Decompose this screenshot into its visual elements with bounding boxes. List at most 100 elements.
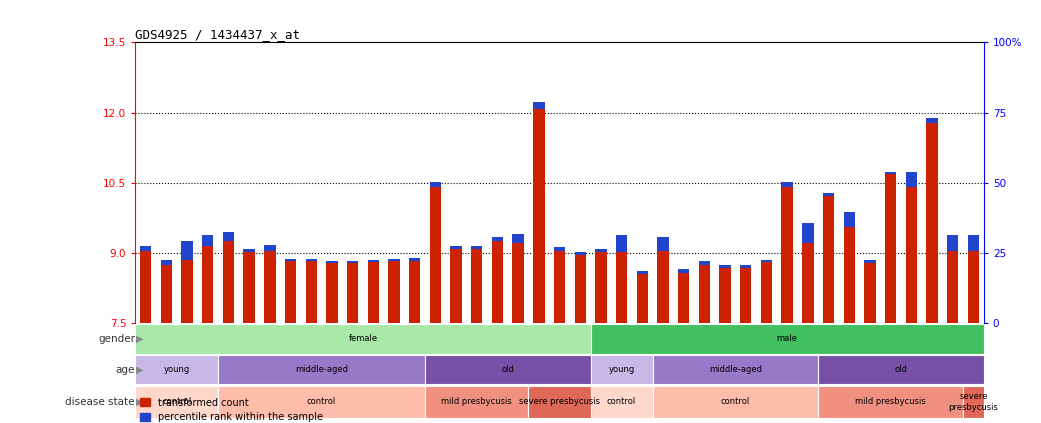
Bar bbox=[451, 246, 462, 249]
Bar bbox=[782, 187, 793, 323]
Bar bbox=[135, 324, 590, 354]
Bar bbox=[135, 355, 219, 385]
Bar bbox=[491, 241, 503, 323]
Bar bbox=[347, 261, 358, 263]
Text: GDS4925 / 1434437_x_at: GDS4925 / 1434437_x_at bbox=[135, 28, 301, 41]
Bar bbox=[590, 324, 984, 354]
Text: age: age bbox=[116, 365, 135, 375]
Bar bbox=[926, 123, 938, 323]
Bar bbox=[285, 258, 297, 261]
Bar bbox=[202, 246, 213, 323]
Bar bbox=[843, 227, 855, 323]
Text: mild presbycusis: mild presbycusis bbox=[441, 398, 512, 407]
Bar bbox=[590, 386, 653, 418]
Bar bbox=[326, 261, 337, 263]
Bar bbox=[512, 243, 524, 323]
Bar bbox=[264, 251, 276, 323]
Bar bbox=[719, 265, 731, 268]
Bar bbox=[657, 236, 668, 251]
Text: young: young bbox=[609, 365, 635, 374]
Bar bbox=[512, 234, 524, 243]
Bar bbox=[409, 261, 421, 323]
Bar bbox=[409, 258, 421, 261]
Bar bbox=[223, 241, 234, 323]
Bar bbox=[906, 187, 917, 323]
Bar bbox=[533, 109, 544, 323]
Bar bbox=[657, 251, 668, 323]
Bar bbox=[906, 173, 917, 187]
Text: control: control bbox=[307, 398, 336, 407]
Bar bbox=[637, 274, 648, 323]
Bar bbox=[244, 252, 255, 323]
Text: ▶: ▶ bbox=[135, 334, 144, 344]
Bar bbox=[202, 235, 213, 246]
Bar bbox=[367, 262, 379, 323]
Text: ▶: ▶ bbox=[135, 397, 144, 407]
Bar bbox=[285, 261, 297, 323]
Bar bbox=[223, 232, 234, 241]
Bar bbox=[430, 187, 441, 323]
Text: control: control bbox=[720, 398, 751, 407]
Text: young: young bbox=[163, 365, 189, 374]
Bar bbox=[264, 244, 276, 251]
Bar bbox=[926, 118, 938, 123]
Bar bbox=[822, 193, 834, 196]
Bar bbox=[885, 173, 896, 174]
Text: female: female bbox=[349, 334, 378, 343]
Bar bbox=[818, 355, 984, 385]
Text: ▶: ▶ bbox=[135, 365, 144, 375]
Bar bbox=[818, 386, 963, 418]
Bar bbox=[219, 355, 425, 385]
Bar bbox=[305, 258, 316, 261]
Bar bbox=[968, 235, 980, 251]
Bar bbox=[678, 273, 689, 323]
Text: middle-aged: middle-aged bbox=[295, 365, 348, 374]
Bar bbox=[181, 241, 193, 260]
Bar bbox=[947, 251, 959, 323]
Bar bbox=[864, 260, 875, 263]
Bar bbox=[160, 260, 172, 265]
Text: old: old bbox=[502, 365, 514, 374]
Bar bbox=[843, 212, 855, 227]
Bar bbox=[491, 236, 503, 241]
Text: middle-aged: middle-aged bbox=[709, 365, 762, 374]
Bar bbox=[653, 386, 818, 418]
Legend: transformed count, percentile rank within the sample: transformed count, percentile rank withi… bbox=[141, 398, 323, 423]
Bar bbox=[590, 355, 653, 385]
Text: severe presbycusis: severe presbycusis bbox=[519, 398, 600, 407]
Bar bbox=[554, 251, 565, 323]
Bar bbox=[595, 252, 607, 323]
Bar bbox=[305, 261, 316, 323]
Bar bbox=[782, 182, 793, 187]
Bar bbox=[968, 251, 980, 323]
Bar bbox=[219, 386, 425, 418]
Bar bbox=[740, 268, 752, 323]
Bar bbox=[160, 265, 172, 323]
Bar bbox=[699, 265, 710, 323]
Bar bbox=[244, 249, 255, 252]
Bar bbox=[963, 386, 984, 418]
Bar bbox=[425, 355, 590, 385]
Bar bbox=[181, 260, 193, 323]
Bar bbox=[761, 262, 772, 323]
Bar bbox=[761, 260, 772, 262]
Bar bbox=[575, 252, 586, 255]
Bar bbox=[822, 196, 834, 323]
Bar bbox=[719, 268, 731, 323]
Bar bbox=[388, 261, 400, 323]
Bar bbox=[740, 265, 752, 268]
Bar bbox=[533, 102, 544, 109]
Bar bbox=[430, 182, 441, 187]
Bar bbox=[554, 247, 565, 251]
Text: severe
presbycusis: severe presbycusis bbox=[948, 392, 998, 412]
Bar bbox=[947, 235, 959, 251]
Bar bbox=[885, 174, 896, 323]
Bar bbox=[803, 222, 814, 243]
Text: control: control bbox=[162, 398, 192, 407]
Bar bbox=[575, 255, 586, 323]
Bar bbox=[472, 246, 482, 249]
Bar bbox=[472, 249, 482, 323]
Bar bbox=[388, 258, 400, 261]
Bar bbox=[653, 355, 818, 385]
Text: old: old bbox=[894, 365, 908, 374]
